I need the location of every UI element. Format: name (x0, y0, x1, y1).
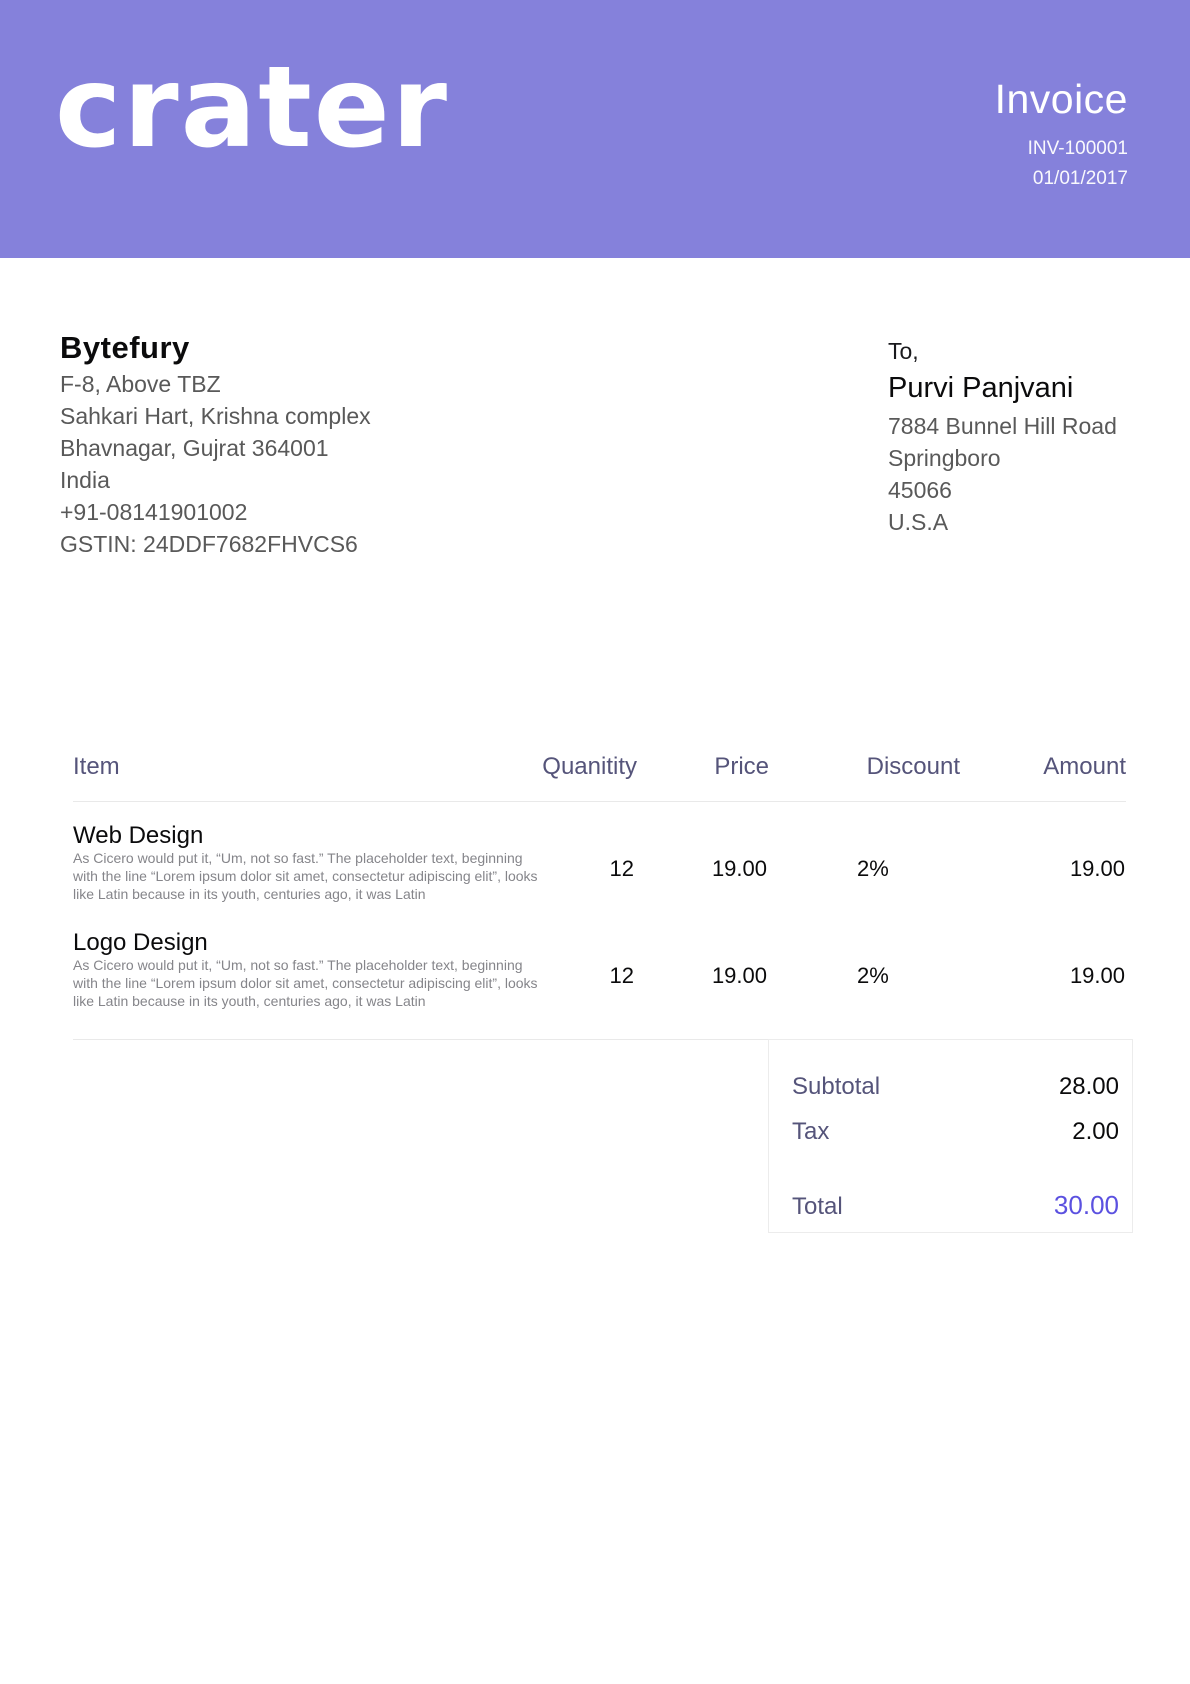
column-header-discount: Discount (866, 753, 960, 780)
total-row: Total 30.00 (792, 1190, 1119, 1221)
item-price: 19.00 (711, 856, 767, 881)
to-label: To, (888, 338, 919, 364)
column-header-quantity: Quanitity (542, 753, 637, 780)
item-name: Logo Design (73, 929, 208, 956)
table-row: 12 19.00 2% 19.00 (0, 856, 1190, 886)
item-price: 19.00 (711, 963, 767, 988)
item-amount: 19.00 (1069, 856, 1125, 881)
crater-logo: crater (55, 43, 449, 173)
total-value: 30.00 (1053, 1190, 1119, 1220)
item-amount: 19.00 (1069, 963, 1125, 988)
item-quantity: 12 (609, 963, 634, 988)
item-discount: 2% (857, 856, 889, 881)
column-header-item: Item (73, 753, 120, 780)
company-address-line: Sahkari Hart, Krishna complex (60, 403, 371, 429)
customer-address-line: 45066 (888, 477, 952, 503)
invoice-meta: Invoice INV-100001 01/01/2017 (995, 76, 1128, 194)
table-bottom-divider (73, 1039, 1126, 1040)
subtotal-label: Subtotal (792, 1073, 881, 1100)
item-description: As Cicero would put it, “Um, not so fast… (73, 850, 538, 902)
total-label: Total (792, 1193, 843, 1220)
company-address-line: India (60, 467, 110, 493)
company-name: Bytefury (60, 330, 190, 365)
company-gstin: GSTIN: 24DDF7682FHVCS6 (60, 531, 358, 557)
invoice-number: INV-100001 (1027, 138, 1128, 159)
customer-name: Purvi Panjvani (888, 372, 1074, 404)
company-address-line: F-8, Above TBZ (60, 371, 221, 397)
item-quantity: 12 (609, 856, 634, 881)
invoice-date: 01/01/2017 (1032, 168, 1128, 189)
company-block: Bytefury F-8, Above TBZ Sahkari Hart, Kr… (60, 330, 371, 560)
item-discount: 2% (857, 963, 889, 988)
item-description: As Cicero would put it, “Um, not so fast… (73, 957, 538, 1009)
invoice-title: Invoice (994, 76, 1128, 122)
customer-address-line: Springboro (888, 445, 1001, 471)
subtotal-row: Subtotal 28.00 (792, 1073, 1119, 1101)
company-phone: +91-08141901002 (60, 499, 248, 525)
tax-label: Tax (792, 1118, 830, 1145)
tax-value: 2.00 (1072, 1118, 1119, 1145)
column-header-amount: Amount (1043, 753, 1126, 780)
customer-address-line: U.S.A (888, 509, 949, 535)
customer-address-line: 7884 Bunnel Hill Road (888, 413, 1117, 439)
column-header-price: Price (714, 753, 769, 780)
table-header-divider (73, 801, 1126, 802)
item-name: Web Design (73, 822, 204, 849)
totals-box: Subtotal 28.00 Tax 2.00 Total 30.00 (768, 1039, 1133, 1233)
customer-block: To, Purvi Panjvani 7884 Bunnel Hill Road… (888, 336, 1117, 538)
items-table-header: Item Quanitity Price Discount Amount (0, 753, 1190, 783)
tax-row: Tax 2.00 (792, 1118, 1119, 1146)
company-address-line: Bhavnagar, Gujrat 364001 (60, 435, 329, 461)
invoice-header-band: crater Invoice INV-100001 01/01/2017 (0, 0, 1190, 258)
subtotal-value: 28.00 (1058, 1073, 1119, 1100)
table-row: 12 19.00 2% 19.00 (0, 963, 1190, 993)
